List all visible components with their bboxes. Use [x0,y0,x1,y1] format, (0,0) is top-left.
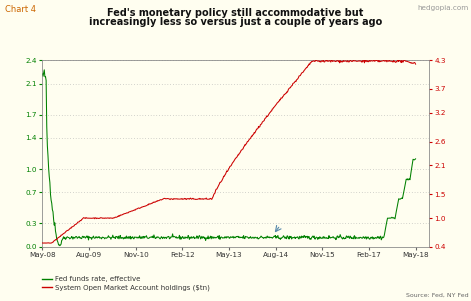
Text: Fed's monetary policy still accommodative but: Fed's monetary policy still accommodativ… [107,8,364,17]
Text: Source: Fed, NY Fed: Source: Fed, NY Fed [406,293,469,298]
Text: hedgopia.com: hedgopia.com [417,5,469,11]
Legend: Fed funds rate, effective, System Open Market Account holdings ($tn): Fed funds rate, effective, System Open M… [42,276,210,291]
Text: Chart 4: Chart 4 [5,5,36,14]
Text: increasingly less so versus just a couple of years ago: increasingly less so versus just a coupl… [89,17,382,26]
